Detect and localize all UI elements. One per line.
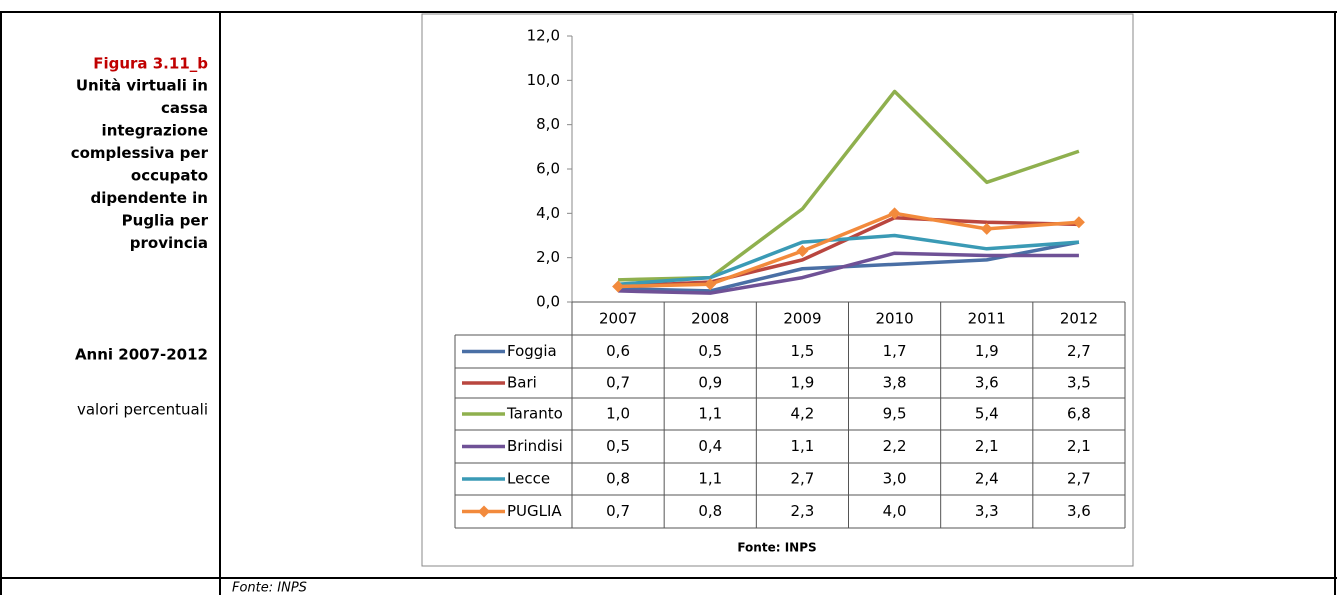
y-tick-label: 10,0 (527, 71, 560, 89)
x-tick-label: 2010 (875, 310, 913, 328)
table-value: 3,5 (1067, 374, 1091, 392)
legend-marker (478, 505, 490, 518)
table-value: 1,0 (606, 405, 630, 423)
marker (796, 245, 809, 258)
x-tick-label: 2012 (1060, 310, 1098, 328)
legend-label: Foggia (507, 342, 557, 360)
table-value: 2,3 (790, 502, 814, 520)
footer-source: Fonte: INPS (232, 581, 307, 596)
table-value: 1,1 (698, 405, 722, 423)
table-value: 4,2 (790, 405, 814, 423)
line (618, 211, 1080, 289)
caption-line: integrazione (102, 122, 208, 140)
unit: valori percentuali (77, 401, 208, 419)
table-value: 2,7 (1067, 342, 1091, 360)
legend-label: Brindisi (507, 437, 563, 455)
table-value: 5,4 (975, 405, 999, 423)
legend-label: Lecce (507, 470, 550, 488)
table-value: 1,7 (883, 342, 907, 360)
x-tick-label: 2008 (691, 310, 729, 328)
legend-label: PUGLIA (507, 502, 562, 520)
table-value: 0,8 (606, 470, 630, 488)
table-value: 3,8 (883, 374, 907, 392)
line (617, 233, 1080, 287)
table-value: 4,0 (883, 502, 907, 520)
y-tick-label: 0,0 (536, 293, 560, 311)
chart-frame (421, 13, 1134, 567)
table-value: 3,3 (975, 502, 999, 520)
marker (612, 280, 625, 293)
period: Anni 2007-2012 (75, 346, 208, 364)
table-value: 2,7 (1067, 470, 1091, 488)
table-value: 3,0 (883, 470, 907, 488)
y-tick-label: 12,0 (527, 27, 560, 45)
table-value: 2,1 (975, 437, 999, 455)
table-value: 0,8 (698, 502, 722, 520)
chart-source: Fonte: INPS (737, 541, 816, 555)
table-value: 0,6 (606, 342, 630, 360)
table-value: 6,8 (1067, 405, 1091, 423)
y-tick-label: 4,0 (536, 204, 560, 222)
table-value: 2,4 (975, 470, 999, 488)
table-value: 3,6 (1067, 502, 1091, 520)
line (618, 251, 1079, 295)
table-value: 2,2 (883, 437, 907, 455)
caption-line: dipendente in (91, 189, 208, 207)
table-value: 0,9 (698, 374, 722, 392)
table-value: 0,7 (606, 502, 630, 520)
legend-label: Taranto (506, 405, 563, 423)
table-value: 0,5 (606, 437, 630, 455)
caption-line: cassa (161, 99, 208, 117)
y-tick-label: 2,0 (536, 248, 560, 266)
table-value: 3,6 (975, 374, 999, 392)
x-tick-label: 2009 (783, 310, 821, 328)
caption-line: provincia (130, 234, 208, 252)
table-value: 1,9 (790, 374, 814, 392)
table-value: 2,7 (790, 470, 814, 488)
marker (1072, 216, 1085, 229)
caption-line: Unità virtuali in (76, 77, 208, 95)
caption-line: complessiva per (71, 144, 209, 162)
table-value: 1,9 (975, 342, 999, 360)
x-tick-label: 2007 (599, 310, 637, 328)
marker (980, 222, 993, 235)
table-value: 1,1 (698, 470, 722, 488)
legend-label: Bari (507, 374, 537, 392)
table-value: 1,1 (790, 437, 814, 455)
table-value: 1,5 (790, 342, 814, 360)
table-value: 0,7 (606, 374, 630, 392)
table-value: 0,5 (698, 342, 722, 360)
figure-label: Figura 3.11_b (93, 55, 208, 73)
table-value: 0,4 (698, 437, 722, 455)
table-value: 2,1 (1067, 437, 1091, 455)
marker (888, 207, 901, 220)
caption-line: occupato (131, 167, 208, 185)
y-tick-label: 6,0 (536, 160, 560, 178)
caption-line: Puglia per (122, 212, 209, 230)
table-value: 9,5 (883, 405, 907, 423)
x-tick-label: 2011 (968, 310, 1006, 328)
marker (704, 278, 717, 291)
y-tick-label: 8,0 (536, 115, 560, 133)
